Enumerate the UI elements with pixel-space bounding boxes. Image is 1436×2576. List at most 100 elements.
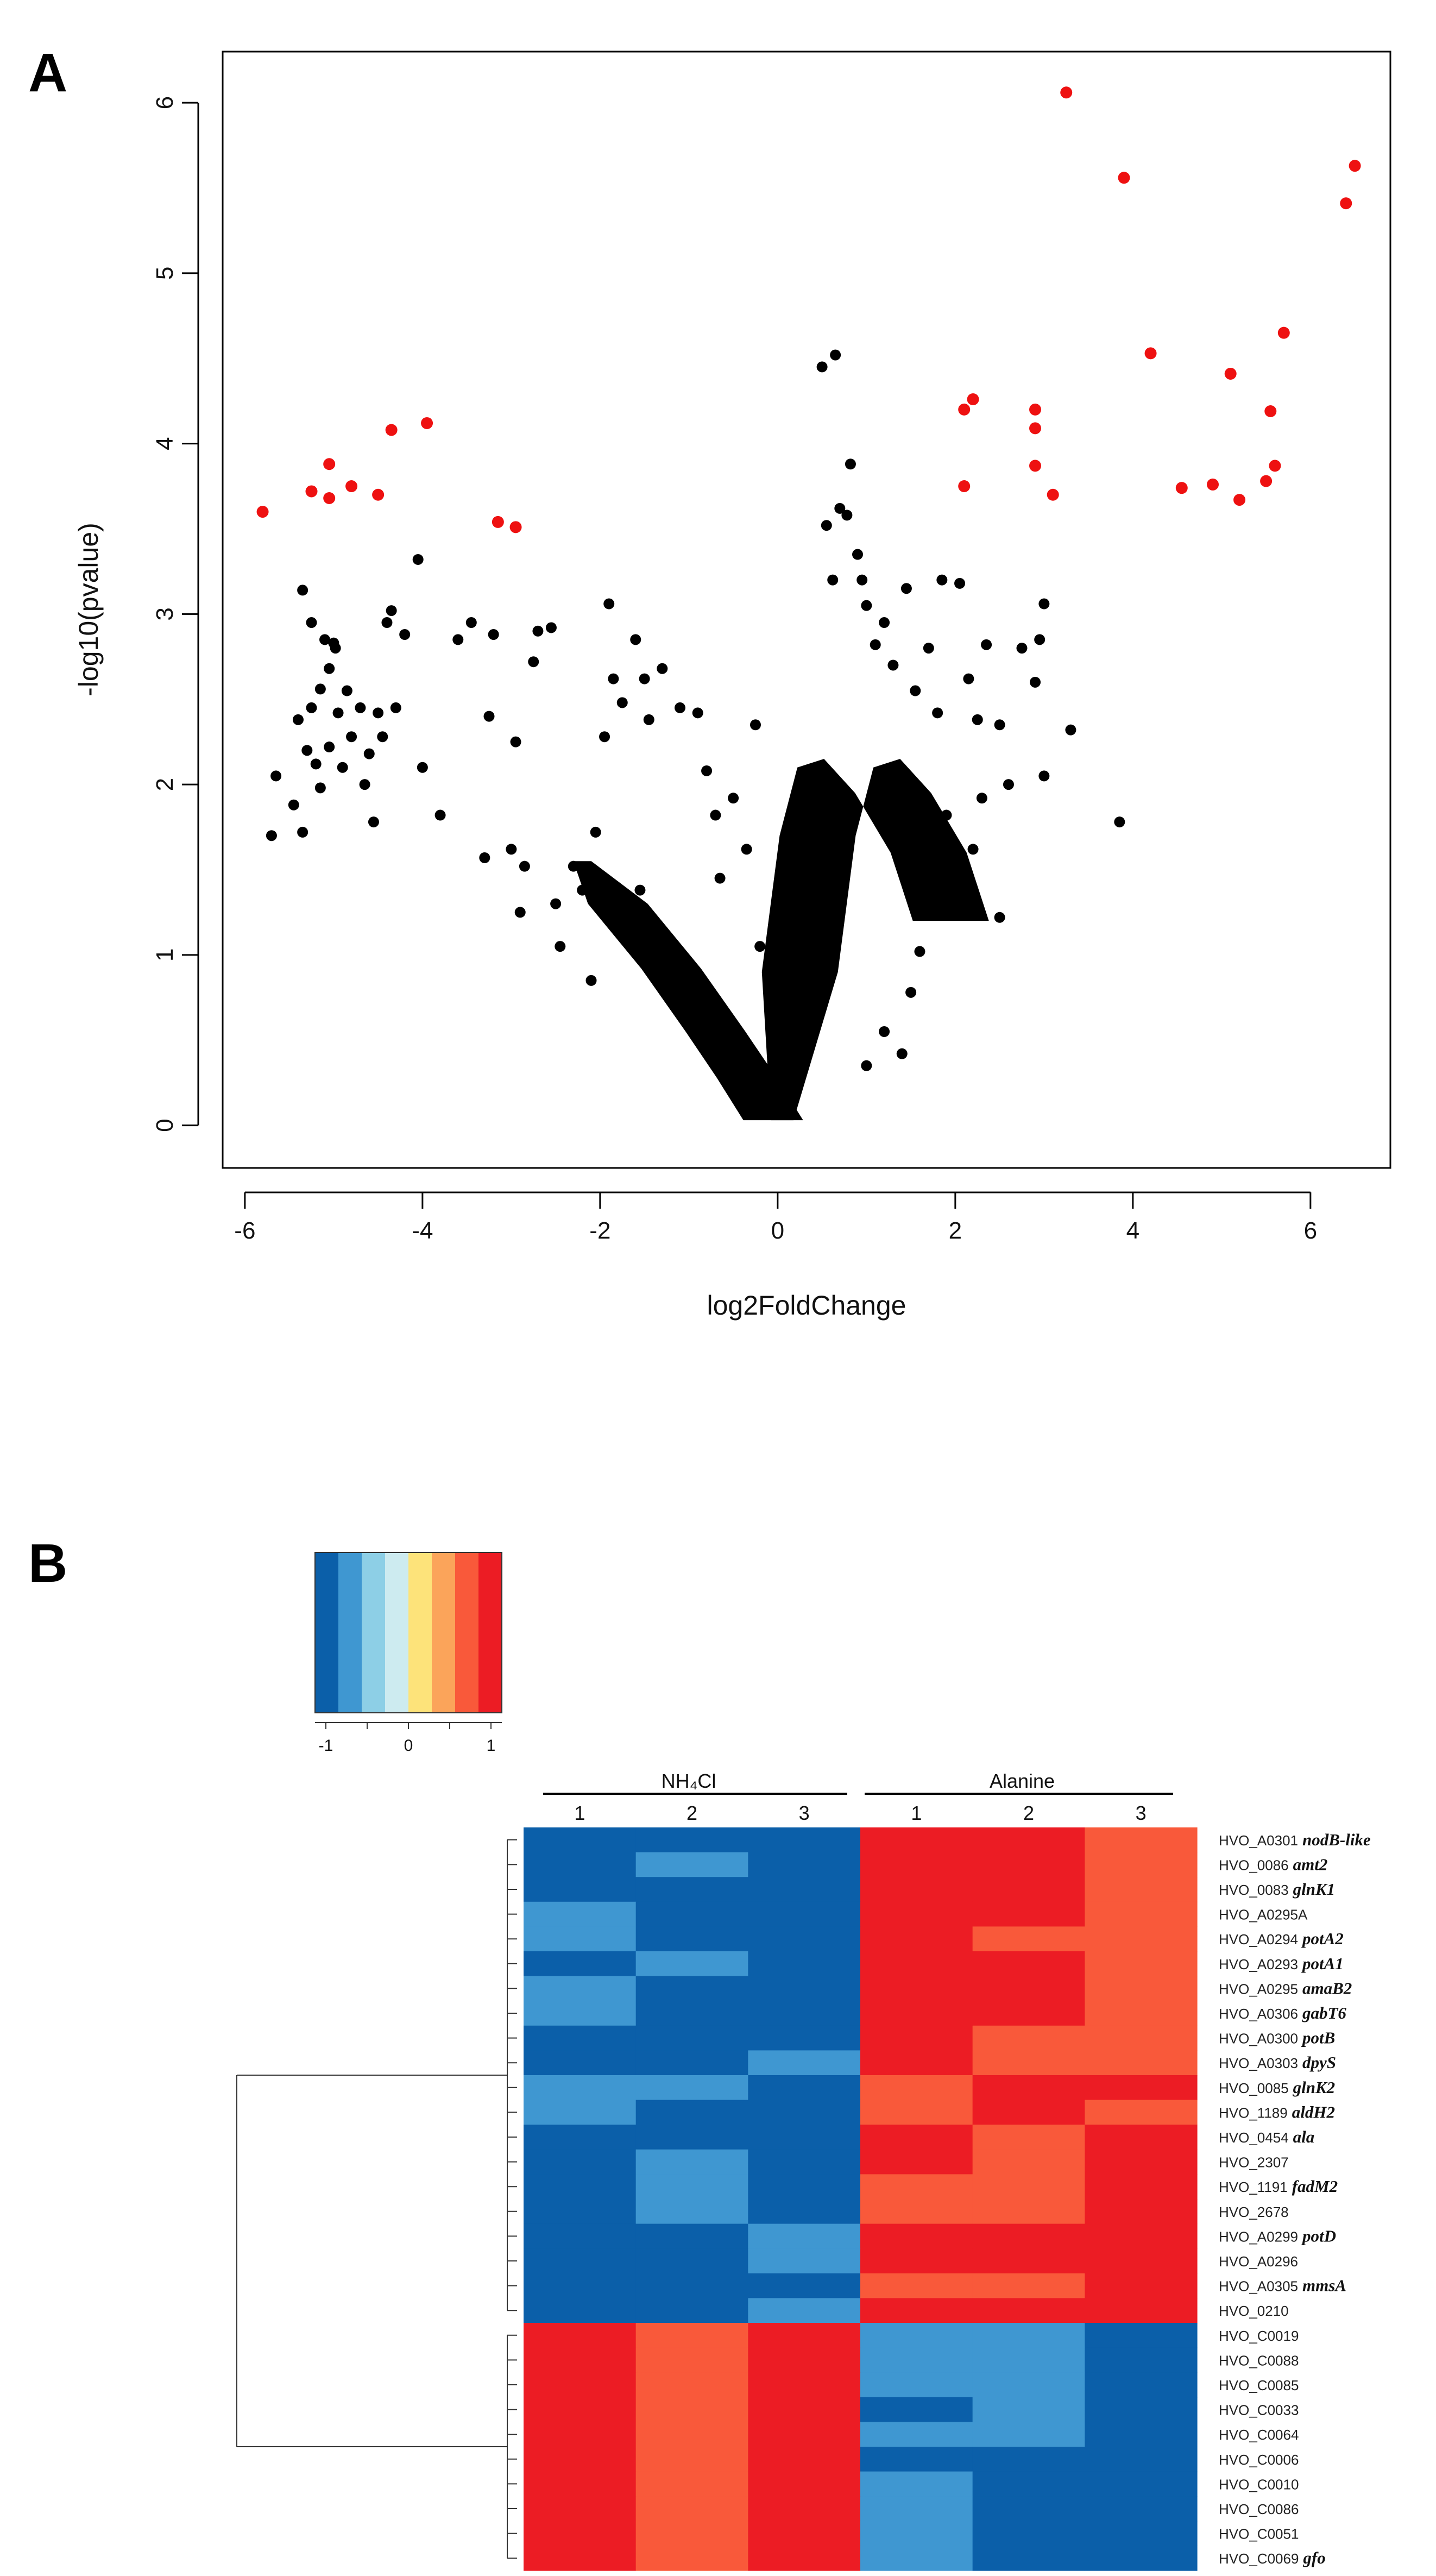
y-axis-label: -log10(pvalue) <box>73 523 104 696</box>
significant-point <box>1277 326 1290 339</box>
heatmap-cell <box>1085 1877 1198 1902</box>
heatmap-cell <box>635 1852 748 1877</box>
data-point <box>665 953 677 964</box>
row-label: HVO_C0006 <box>1219 2452 1299 2468</box>
significant-point <box>1118 172 1130 184</box>
volcano-plot: -6 -4 -2 0 2 4 6 0 1 2 3 4 5 6 log2FoldChange -log10(… <box>73 51 1391 1321</box>
heatmap-cell <box>748 2125 861 2150</box>
heatmap-cell <box>748 2248 861 2274</box>
volcano-cloud-left <box>573 861 803 1121</box>
data-point <box>288 799 299 811</box>
data-point <box>972 714 983 725</box>
data-point <box>310 758 322 770</box>
heatmap-cell <box>524 2125 637 2150</box>
heatmap-cell <box>748 1827 861 1853</box>
heatmap-cell <box>1085 2447 1198 2472</box>
heatmap-cell <box>524 2496 637 2522</box>
heatmap-cell <box>1085 2496 1198 2522</box>
data-point <box>923 643 934 654</box>
row-label: HVO_A0299 potD <box>1219 2226 1336 2245</box>
group-label-alanine: Alanine <box>990 1770 1055 1792</box>
heatmap-cell <box>748 2347 861 2373</box>
data-point <box>297 826 308 838</box>
heatmap-cell <box>860 2125 973 2150</box>
dendrogram <box>236 1839 517 2559</box>
data-point <box>346 731 357 743</box>
heatmap-cell <box>635 2125 748 2150</box>
row-label: HVO_C0085 <box>1219 2377 1299 2393</box>
heatmap-cell <box>972 2223 1085 2249</box>
x-axis-label: log2FoldChange <box>707 1290 906 1321</box>
heatmap-cell <box>635 2223 748 2249</box>
data-point <box>568 860 579 872</box>
heatmap-cell <box>972 2100 1085 2125</box>
heatmap-cell <box>635 2372 748 2398</box>
significant-point <box>1029 403 1042 416</box>
significant-point <box>385 424 398 436</box>
significant-point <box>323 458 336 470</box>
data-point <box>545 622 557 633</box>
data-point <box>785 1031 797 1042</box>
data-point <box>306 617 317 629</box>
heatmap-cell <box>860 1852 973 1877</box>
heatmap-cell <box>635 2323 748 2348</box>
heatmap-panel: -1 0 1 NH₄Cl Alanine 1 2 3 1 2 3 HVO_A0301 nodB-… <box>236 1552 1371 2571</box>
volcano-cloud <box>573 759 989 1121</box>
heatmap-cell <box>860 2546 973 2571</box>
significant-point <box>421 417 433 429</box>
data-point <box>301 745 313 756</box>
heatmap-cell <box>524 2100 637 2125</box>
data-point <box>616 697 628 708</box>
data-point <box>714 872 726 884</box>
data-point <box>270 770 282 782</box>
heatmap-cell <box>524 2075 637 2101</box>
heatmap-cell <box>972 2422 1085 2447</box>
heatmap-cell <box>1085 2422 1198 2447</box>
data-point <box>1114 816 1125 828</box>
row-label: HVO_A0306 gabT6 <box>1219 2003 1346 2022</box>
data-point <box>639 673 650 684</box>
row-label: HVO_0083 glnK1 <box>1219 1880 1335 1899</box>
heatmap-cell <box>860 2199 973 2225</box>
heatmap-cell <box>1085 2372 1198 2398</box>
data-point <box>936 574 948 586</box>
data-point <box>532 625 544 637</box>
heatmap-cell <box>1085 2471 1198 2497</box>
color-key-label: -1 <box>319 1737 333 1755</box>
data-point <box>319 634 331 645</box>
y-tick-label: 0 <box>152 1119 178 1132</box>
heatmap-cell <box>1085 2075 1198 2101</box>
significant-point <box>1264 405 1277 417</box>
heatmap-cell <box>972 1926 1085 1952</box>
heatmap-cell <box>1085 2521 1198 2546</box>
data-point <box>675 702 686 713</box>
data-point <box>1065 724 1076 736</box>
data-point <box>900 583 912 594</box>
y-tick-label: 6 <box>152 96 178 109</box>
row-label: HVO_2678 <box>1219 2204 1289 2220</box>
data-point <box>324 742 335 753</box>
significant-point <box>305 485 318 498</box>
data-point <box>657 663 668 674</box>
data-point <box>341 685 352 696</box>
significant-point <box>1175 482 1188 494</box>
data-point <box>1003 779 1014 790</box>
x-tick-label: 2 <box>949 1217 962 1244</box>
heatmap-cell <box>1085 1926 1198 1952</box>
panel-a-label: A <box>28 42 67 103</box>
heatmap-cell <box>972 2273 1085 2298</box>
heatmap-cell <box>748 1976 861 2001</box>
row-label: HVO_1189 aldH2 <box>1219 2102 1335 2121</box>
heatmap-cell <box>1085 2199 1198 2225</box>
heatmap-cell <box>972 2397 1085 2422</box>
heatmap-cell <box>860 1926 973 1952</box>
heatmap-cells <box>524 1827 1198 2571</box>
heatmap-cell <box>635 2075 748 2101</box>
heatmap-cell <box>972 2546 1085 2571</box>
heatmap-cell <box>1085 2149 1198 2175</box>
heatmap-cell <box>972 2323 1085 2348</box>
heatmap-cell <box>860 2100 973 2125</box>
heatmap-cell <box>524 2323 637 2348</box>
heatmap-cell <box>972 2149 1085 2175</box>
